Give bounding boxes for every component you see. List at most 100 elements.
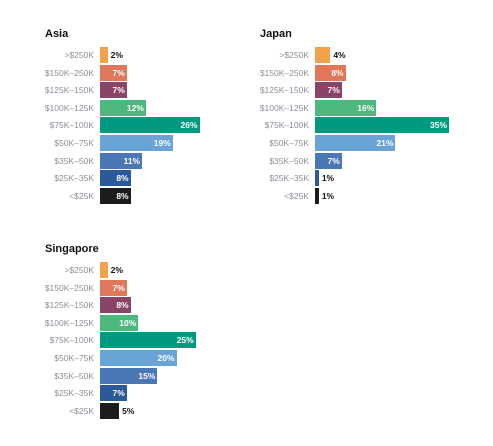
category-label: $150K–250K <box>44 67 94 78</box>
bar <box>100 170 131 187</box>
category-label: $50K–75K <box>269 138 309 148</box>
chart-panel-asia: Asia >$250K 2% $150K–250K 7% $125K–150K 7% $10… <box>0 28 240 213</box>
category-label: $50K–75K <box>54 353 94 363</box>
value-label: 7% <box>112 67 125 78</box>
bar-row: $100K–125K 16% <box>215 99 485 116</box>
bar-row: >$250K 2% <box>0 262 240 278</box>
bar-row: >$250K 2% <box>0 47 240 63</box>
value-label: 11% <box>123 155 141 166</box>
value-label: 7% <box>112 388 125 399</box>
bar-row: $50K–75K 21% <box>215 135 485 151</box>
category-label: >$250K <box>279 50 309 60</box>
bar <box>315 152 342 169</box>
value-label: 7% <box>327 155 340 166</box>
chart-title: Singapore <box>45 243 99 255</box>
category-label: $75K–100K <box>264 120 309 131</box>
chart-title: Japan <box>260 28 292 40</box>
bar-row: $35K–50K 15% <box>0 367 240 384</box>
bar-row: $35K–50K 7% <box>215 152 485 169</box>
value-label: 4% <box>333 50 346 60</box>
category-label: $35K–50K <box>54 155 94 166</box>
bar <box>100 187 131 204</box>
category-label: $25K–35K <box>54 388 94 399</box>
bar-row: $100K–125K 10% <box>0 314 240 331</box>
bar-row: <$25K 8% <box>0 187 240 204</box>
category-label: $75K–100K <box>49 120 94 131</box>
bar <box>100 82 127 99</box>
value-label: 20% <box>157 353 175 363</box>
value-label: 7% <box>112 85 125 96</box>
chart-panel-singapore: Singapore >$250K 2% $150K–250K 7% $125K–150K… <box>0 243 240 428</box>
bar-row: $50K–75K 20% <box>0 350 240 366</box>
bar <box>100 47 108 63</box>
category-label: $100K–125K <box>44 317 94 328</box>
category-label: <$25K <box>69 190 94 201</box>
bar <box>315 187 319 204</box>
category-label: $25K–35K <box>54 173 94 184</box>
value-label: 8% <box>116 190 129 201</box>
value-label: 21% <box>376 138 394 148</box>
bar-row: $125K–150K 7% <box>215 82 485 99</box>
category-label: $150K–250K <box>44 282 94 293</box>
bar <box>315 64 346 81</box>
chart-panel-japan: Japan >$250K 4% $150K–250K 8% $125K–150K 7% $1… <box>215 28 485 213</box>
value-label: 8% <box>331 67 344 78</box>
category-label: $35K–50K <box>54 370 94 381</box>
category-label: >$250K <box>64 265 94 275</box>
bar-row: $125K–150K 7% <box>0 82 240 99</box>
value-label: 12% <box>126 102 144 113</box>
bar-row: $125K–150K 8% <box>0 297 240 314</box>
bar <box>315 117 449 134</box>
bar-row: $150K–250K 7% <box>0 64 240 81</box>
bar <box>100 350 177 366</box>
category-label: $50K–75K <box>54 138 94 148</box>
bar-row: $100K–125K 12% <box>0 99 240 116</box>
category-label: $35K–50K <box>269 155 309 166</box>
bar-row: <$25K 1% <box>215 187 485 204</box>
bar <box>315 170 319 187</box>
value-label: 8% <box>116 173 129 184</box>
category-label: $25K–35K <box>269 173 309 184</box>
value-label: 7% <box>112 282 125 293</box>
category-label: >$250K <box>64 50 94 60</box>
bar <box>100 314 139 331</box>
bar <box>315 99 377 116</box>
category-label: $125K–150K <box>259 85 309 96</box>
bar <box>315 135 396 151</box>
category-label: $125K–150K <box>44 300 94 311</box>
chart-title: Asia <box>45 28 69 40</box>
value-label: 10% <box>119 317 137 328</box>
category-label: $100K–125K <box>44 102 94 113</box>
bar-row: $75K–100K 25% <box>0 332 240 349</box>
bar-row: $25K–35K 7% <box>0 385 240 402</box>
category-label: <$25K <box>69 405 94 416</box>
value-label: 35% <box>429 120 447 131</box>
category-label: <$25K <box>284 190 309 201</box>
value-label: 1% <box>321 190 335 201</box>
value-label: 8% <box>116 300 129 311</box>
bar <box>100 64 127 81</box>
value-label: 15% <box>138 370 156 381</box>
bar-row: $75K–100K 26% <box>0 117 240 134</box>
bar <box>100 367 158 384</box>
value-label: 2% <box>110 265 123 275</box>
value-label: 16% <box>357 102 375 113</box>
bar <box>100 99 146 116</box>
bar <box>100 332 196 349</box>
bar-row: <$25K 5% <box>0 402 240 419</box>
bar <box>100 135 173 151</box>
category-label: $100K–125K <box>259 102 309 113</box>
bar-row: $75K–100K 35% <box>215 117 485 134</box>
bar <box>100 402 120 419</box>
value-label: 25% <box>176 335 194 346</box>
bar-row: $25K–35K 1% <box>215 170 485 187</box>
bar-row: $150K–250K 8% <box>215 64 485 81</box>
bar-row: $25K–35K 8% <box>0 170 240 187</box>
category-label: $125K–150K <box>44 85 94 96</box>
bar <box>315 82 342 99</box>
bar <box>100 152 143 169</box>
category-label: $75K–100K <box>49 335 94 346</box>
value-label: 5% <box>122 405 135 416</box>
value-label: 26% <box>180 120 198 131</box>
value-label: 2% <box>110 50 123 60</box>
